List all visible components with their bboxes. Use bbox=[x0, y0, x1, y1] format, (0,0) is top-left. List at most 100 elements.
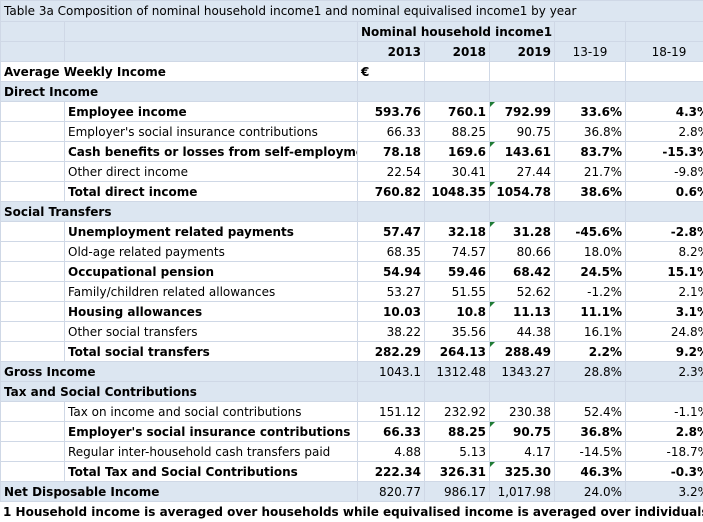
value-2019-cell[interactable] bbox=[489, 381, 555, 402]
change-18-19-cell[interactable]: -15.3% bbox=[625, 141, 703, 162]
value-2018-cell[interactable]: 88.25 bbox=[424, 421, 490, 442]
value-2013-cell[interactable]: 66.33 bbox=[357, 421, 425, 442]
row-label[interactable]: Employee income bbox=[64, 101, 358, 122]
value-2019-cell[interactable]: 11.13 bbox=[489, 301, 555, 322]
change-13-19-cell[interactable]: 83.7% bbox=[554, 141, 626, 162]
change-13-19-cell[interactable] bbox=[554, 201, 626, 222]
value-2018-cell[interactable]: 74.57 bbox=[424, 241, 490, 262]
change-13-19-cell[interactable]: 2.2% bbox=[554, 341, 626, 362]
value-2013-cell[interactable]: 22.54 bbox=[357, 161, 425, 182]
table-title[interactable]: Table 3a Composition of nominal househol… bbox=[0, 0, 703, 22]
change-13-19-cell[interactable]: -1.2% bbox=[554, 281, 626, 302]
row-label[interactable]: Employer's social insurance contribution… bbox=[64, 121, 358, 142]
cell[interactable] bbox=[0, 141, 65, 162]
cell[interactable] bbox=[0, 181, 65, 202]
change-13-19-cell[interactable]: 36.8% bbox=[554, 421, 626, 442]
value-2019-cell[interactable]: 1343.27 bbox=[489, 361, 555, 382]
units-label[interactable]: Average Weekly Income bbox=[0, 61, 358, 82]
row-label[interactable]: Tax on income and social contributions bbox=[64, 401, 358, 422]
value-2018-cell[interactable]: 169.6 bbox=[424, 141, 490, 162]
value-2013-cell[interactable] bbox=[357, 381, 425, 402]
cell[interactable] bbox=[0, 161, 65, 182]
change-13-19-cell[interactable]: 46.3% bbox=[554, 461, 626, 482]
change-18-19-cell[interactable] bbox=[625, 81, 703, 102]
change-13-19-cell[interactable]: 18.0% bbox=[554, 241, 626, 262]
value-2018-cell[interactable] bbox=[424, 381, 490, 402]
change-13-19-cell[interactable]: 28.8% bbox=[554, 361, 626, 382]
row-label[interactable]: Employer's social insurance contribution… bbox=[64, 421, 358, 442]
change-13-19-cell[interactable]: 52.4% bbox=[554, 401, 626, 422]
value-2018-cell[interactable]: 1312.48 bbox=[424, 361, 490, 382]
change-13-19-header[interactable]: 13-19 bbox=[554, 41, 626, 62]
value-2019-cell[interactable]: 325.30 bbox=[489, 461, 555, 482]
change-18-19-cell[interactable]: 0.6% bbox=[625, 181, 703, 202]
change-13-19-cell[interactable] bbox=[554, 81, 626, 102]
change-13-19-cell[interactable]: -45.6% bbox=[554, 221, 626, 242]
change-18-19-cell[interactable]: 2.3% bbox=[625, 361, 703, 382]
cell[interactable] bbox=[0, 121, 65, 142]
value-2019-cell[interactable] bbox=[489, 81, 555, 102]
value-2013-cell[interactable]: 38.22 bbox=[357, 321, 425, 342]
value-2013-cell[interactable] bbox=[357, 201, 425, 222]
cell[interactable] bbox=[64, 21, 358, 42]
cell[interactable] bbox=[0, 421, 65, 442]
value-2018-cell[interactable]: 986.17 bbox=[424, 481, 490, 502]
value-2019-cell[interactable]: 4.17 bbox=[489, 441, 555, 462]
value-2013-cell[interactable] bbox=[357, 81, 425, 102]
value-2018-cell[interactable]: 760.1 bbox=[424, 101, 490, 122]
value-2019-cell[interactable]: 80.66 bbox=[489, 241, 555, 262]
row-label[interactable]: Other social transfers bbox=[64, 321, 358, 342]
value-2013-cell[interactable]: 282.29 bbox=[357, 341, 425, 362]
section-label[interactable]: Direct Income bbox=[0, 81, 358, 102]
row-label[interactable]: Occupational pension bbox=[64, 261, 358, 282]
value-2013-cell[interactable]: 820.77 bbox=[357, 481, 425, 502]
row-label[interactable]: Total social transfers bbox=[64, 341, 358, 362]
value-2019-cell[interactable]: 27.44 bbox=[489, 161, 555, 182]
change-13-19-cell[interactable] bbox=[554, 381, 626, 402]
change-18-19-cell[interactable]: -18.7% bbox=[625, 441, 703, 462]
value-2018-cell[interactable]: 30.41 bbox=[424, 161, 490, 182]
change-13-19-cell[interactable]: 11.1% bbox=[554, 301, 626, 322]
cell[interactable] bbox=[0, 41, 65, 62]
value-2013-cell[interactable]: 593.76 bbox=[357, 101, 425, 122]
row-label[interactable]: Regular inter-household cash transfers p… bbox=[64, 441, 358, 462]
value-2019-cell[interactable]: 230.38 bbox=[489, 401, 555, 422]
change-18-19-cell[interactable]: 15.1% bbox=[625, 261, 703, 282]
value-2013-cell[interactable]: 151.12 bbox=[357, 401, 425, 422]
cell[interactable] bbox=[554, 21, 626, 42]
cell[interactable] bbox=[0, 301, 65, 322]
row-label[interactable]: Family/children related allowances bbox=[64, 281, 358, 302]
value-2013-cell[interactable]: 53.27 bbox=[357, 281, 425, 302]
cell[interactable] bbox=[0, 241, 65, 262]
row-label[interactable]: Cash benefits or losses from self-employ… bbox=[64, 141, 358, 162]
cell[interactable] bbox=[554, 61, 626, 82]
cell[interactable] bbox=[0, 341, 65, 362]
value-2013-cell[interactable]: 54.94 bbox=[357, 261, 425, 282]
cell[interactable] bbox=[0, 321, 65, 342]
change-18-19-cell[interactable]: 4.3% bbox=[625, 101, 703, 122]
value-2013-cell[interactable]: 1043.1 bbox=[357, 361, 425, 382]
change-18-19-cell[interactable]: 8.2% bbox=[625, 241, 703, 262]
section-label[interactable]: Net Disposable Income bbox=[0, 481, 358, 502]
year-2019-header[interactable]: 2019 bbox=[489, 41, 555, 62]
value-2018-cell[interactable]: 59.46 bbox=[424, 261, 490, 282]
change-18-19-cell[interactable]: 3.2% bbox=[625, 481, 703, 502]
cell[interactable] bbox=[0, 461, 65, 482]
value-2013-cell[interactable]: 222.34 bbox=[357, 461, 425, 482]
value-2018-cell[interactable] bbox=[424, 81, 490, 102]
change-13-19-cell[interactable]: 16.1% bbox=[554, 321, 626, 342]
change-18-19-cell[interactable]: 2.1% bbox=[625, 281, 703, 302]
cell[interactable] bbox=[0, 21, 65, 42]
change-18-19-cell[interactable]: 9.2% bbox=[625, 341, 703, 362]
cell[interactable] bbox=[625, 61, 703, 82]
value-2013-cell[interactable]: 4.88 bbox=[357, 441, 425, 462]
cell[interactable] bbox=[0, 261, 65, 282]
row-label[interactable]: Old-age related payments bbox=[64, 241, 358, 262]
value-2018-cell[interactable]: 5.13 bbox=[424, 441, 490, 462]
cell[interactable] bbox=[424, 61, 490, 82]
change-18-19-cell[interactable] bbox=[625, 201, 703, 222]
cell[interactable] bbox=[0, 101, 65, 122]
value-2018-cell[interactable]: 32.18 bbox=[424, 221, 490, 242]
row-label[interactable]: Total direct income bbox=[64, 181, 358, 202]
change-13-19-cell[interactable]: -14.5% bbox=[554, 441, 626, 462]
